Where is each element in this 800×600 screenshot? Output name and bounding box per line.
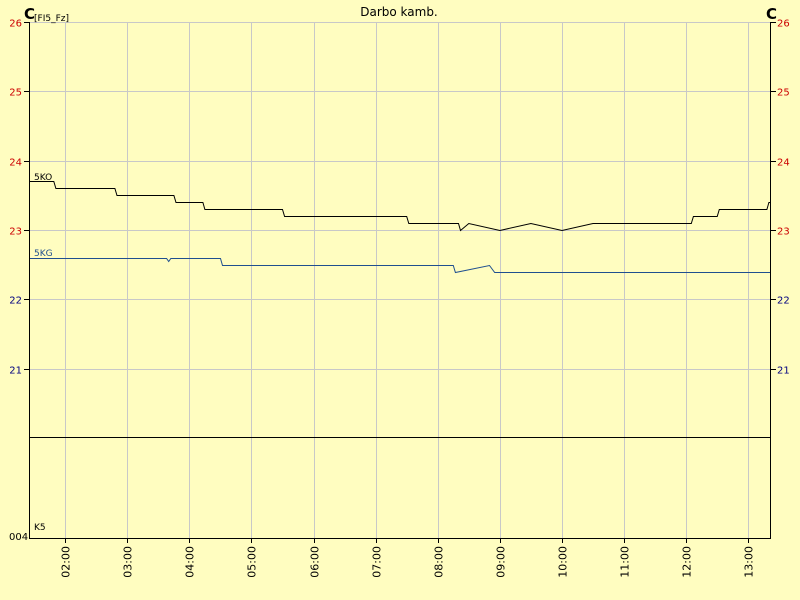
series-line-5KO [29, 181, 771, 232]
x-tick-label: 05:00 [246, 546, 259, 578]
x-tick-label: 13:00 [743, 546, 756, 578]
y-tick-label-left: 21 [9, 366, 22, 377]
x-tick-label: 07:00 [371, 546, 384, 578]
series-label-5KG: 5KG [34, 249, 53, 259]
series-label-5KO: 5KO [34, 173, 52, 183]
y-unit-left-sub: [FI5_Fz] [34, 14, 69, 24]
y-tick-label-right: 26 [777, 19, 790, 30]
y-tick-label-right: 21 [777, 366, 790, 377]
x-tick-label: 06:00 [309, 546, 322, 578]
y-tick-label-left: 22 [9, 296, 22, 307]
y-unit-right: C [766, 5, 777, 23]
x-tick-label: 04:00 [184, 546, 197, 578]
lower-panel-axis-label: 004 [9, 532, 28, 543]
x-tick-label: 03:00 [122, 546, 135, 578]
axes [29, 22, 771, 539]
y-tick-label-left: 25 [9, 88, 22, 99]
y-tick-label-right: 24 [777, 158, 790, 169]
chart-title: Darbo kamb. [360, 5, 438, 19]
grid [29, 22, 771, 538]
lower-panel-label: K5 [34, 523, 46, 533]
y-tick-label-right: 25 [777, 88, 790, 99]
x-tick-label: 09:00 [495, 546, 508, 578]
series-layer [29, 181, 771, 274]
y-tick-label-right: 23 [777, 227, 790, 238]
y-tick-label-right: 22 [777, 296, 790, 307]
x-tick-label: 12:00 [681, 546, 694, 578]
x-tick-label: 08:00 [433, 546, 446, 578]
y-unit-left: C [24, 5, 35, 23]
series-line-5KG [29, 258, 771, 274]
y-ticks-right: 21 22 23 24 25 26 [771, 19, 790, 377]
x-tick-label: 02:00 [60, 546, 73, 578]
y-tick-label-left: 24 [9, 158, 22, 169]
y-tick-label-left: 23 [9, 227, 22, 238]
x-tick-label: 10:00 [557, 546, 570, 578]
y-tick-label-left: 26 [9, 19, 22, 30]
y-ticks-left: 21 22 23 24 25 26 [9, 19, 29, 377]
x-tick-label: 11:00 [619, 546, 632, 578]
x-ticks: 02:00 03:00 04:00 05:00 06:00 07:00 08:00 09:00… [60, 538, 756, 578]
